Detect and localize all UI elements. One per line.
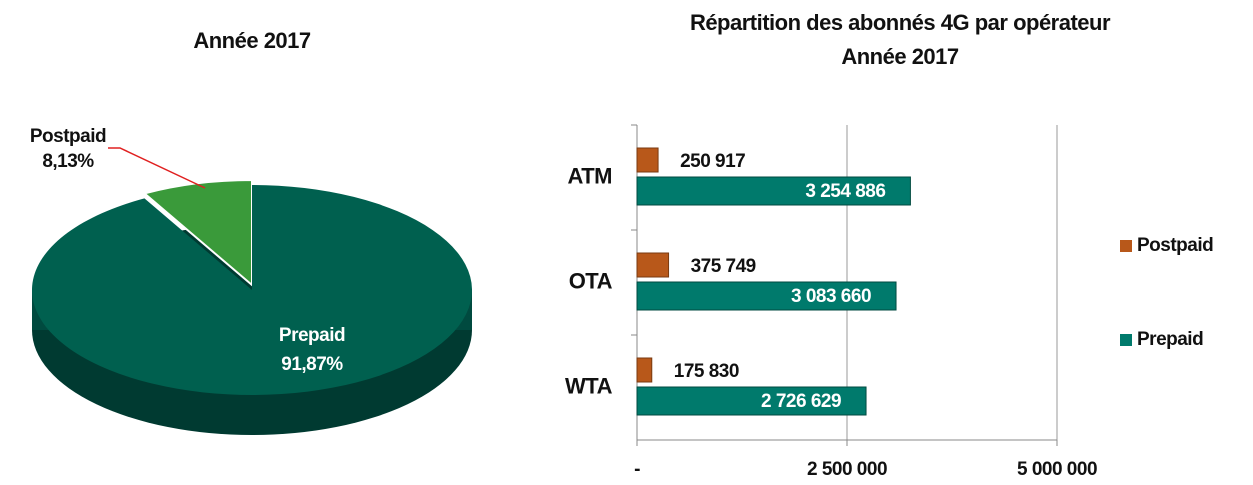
legend-label: Prepaid: [1137, 329, 1203, 350]
y-tick-label: WTA: [565, 373, 613, 398]
value-label: 2 726 629: [761, 391, 841, 412]
legend-swatch: [1120, 240, 1132, 252]
value-label: 3 083 660: [791, 286, 871, 307]
legend-label: Postpaid: [1137, 235, 1213, 256]
bar: [636, 252, 670, 278]
y-tick-label: ATM: [567, 163, 612, 188]
bar-title: Répartition des abonnés 4G par opérateur: [690, 10, 1111, 35]
x-tick-label: 2 500 000: [807, 459, 887, 480]
x-tick-label: -: [634, 459, 640, 480]
value-label: 3 254 886: [805, 181, 885, 202]
bar-subtitle: Année 2017: [841, 44, 959, 69]
slice-value: 8,13%: [42, 151, 94, 172]
pie-slice: [31, 185, 472, 396]
slice-label: Postpaid: [30, 126, 106, 147]
bar: [636, 357, 653, 383]
slice-value: 91,87%: [281, 354, 343, 375]
bar: [636, 147, 659, 173]
value-label: 175 830: [674, 361, 739, 382]
pie-title: Année 2017: [193, 28, 311, 53]
value-label: 250 917: [680, 151, 745, 172]
x-tick-label: 5 000 000: [1017, 459, 1097, 480]
bar: [636, 386, 867, 416]
value-label: 375 749: [691, 256, 756, 277]
slice-label: Prepaid: [279, 325, 345, 346]
leader-line: [108, 147, 206, 189]
y-tick-label: OTA: [569, 268, 613, 293]
bar: [636, 176, 911, 206]
legend-swatch: [1120, 334, 1132, 346]
bar: [636, 281, 897, 311]
